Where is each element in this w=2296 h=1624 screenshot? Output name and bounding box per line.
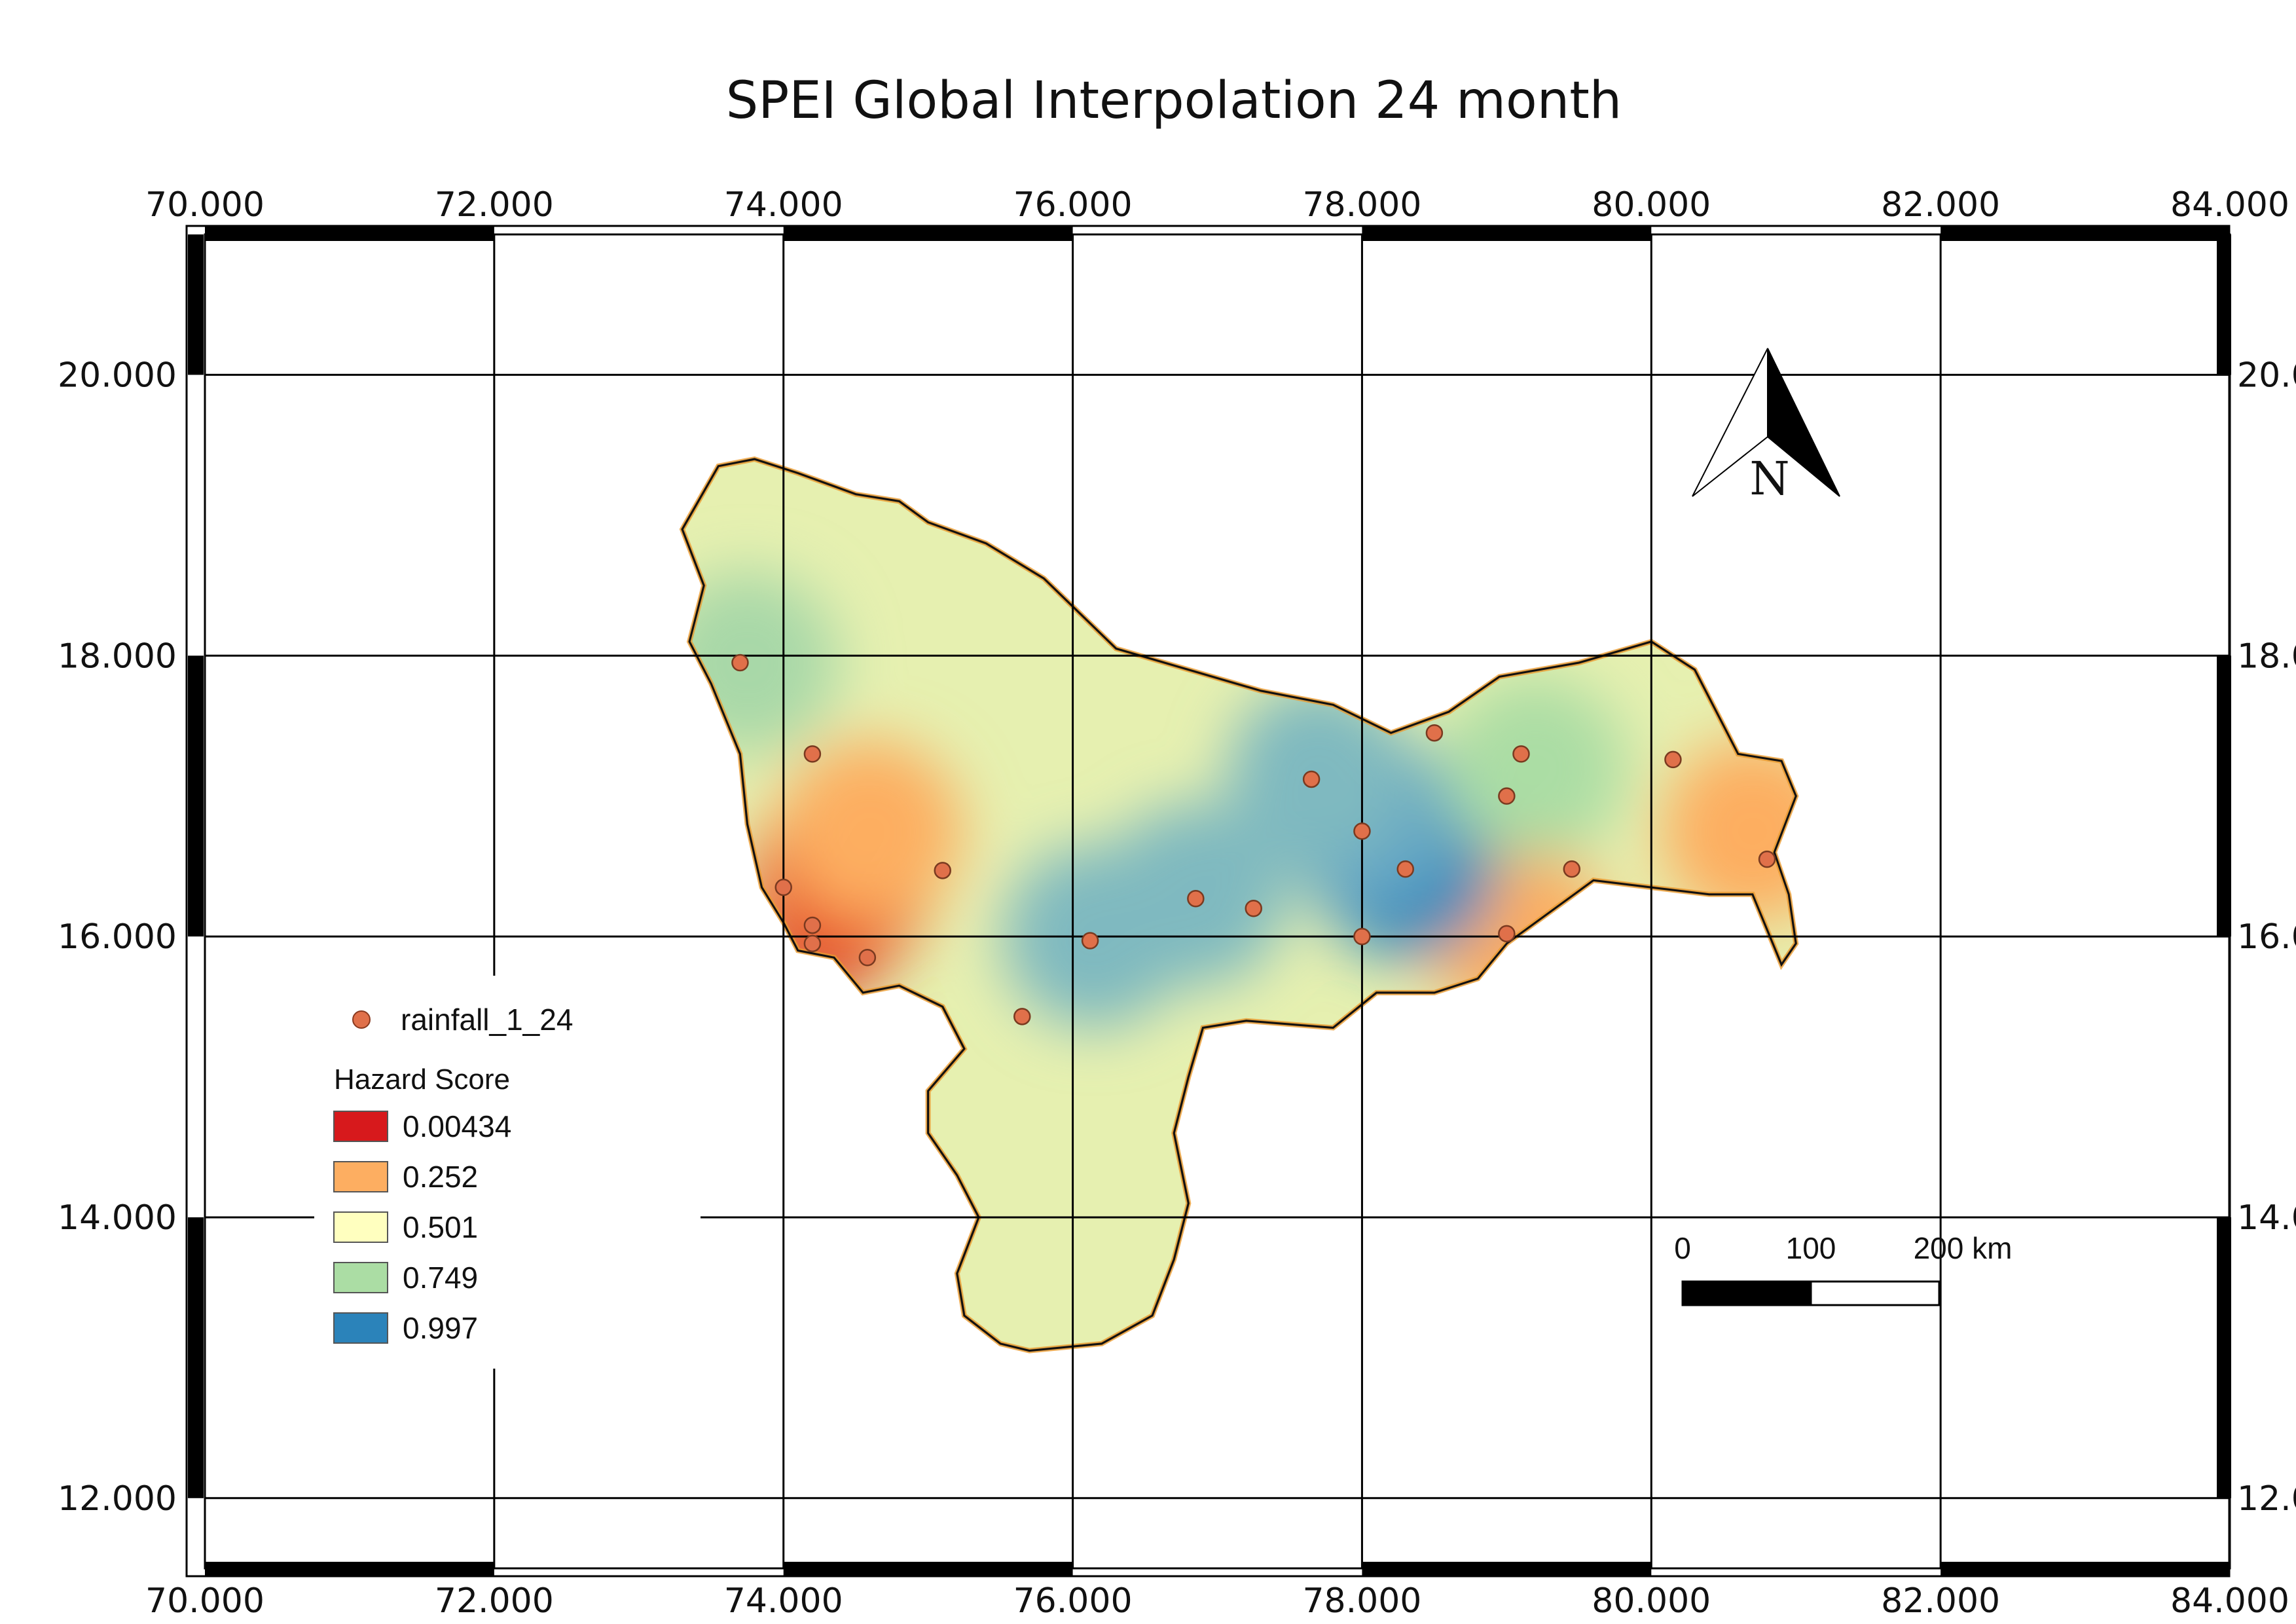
border-bar-right-0: [2217, 234, 2231, 375]
north-arrow-icon: N: [1692, 348, 1840, 506]
frame-border-bars: [188, 227, 2231, 1576]
lon-label-top-74: 74.000: [724, 185, 843, 225]
north-arrow-label: N: [1749, 452, 1789, 506]
rainfall-point-13: [1396, 860, 1414, 878]
legend-class-label-3: 0.749: [403, 1261, 478, 1295]
lon-label-bottom-70: 70.000: [145, 1581, 264, 1621]
border-bar-top-4: [1362, 227, 1652, 241]
legend-point-symbol: [352, 1010, 371, 1029]
scale-bar-black: [1681, 1280, 1812, 1306]
border-bar-right-4: [2217, 1217, 2231, 1498]
rainfall-point-4: [803, 934, 822, 953]
rainfall-point-8: [1081, 932, 1099, 950]
lon-label-bottom-84: 84.000: [2170, 1581, 2289, 1621]
lon-label-bottom-74: 74.000: [724, 1581, 843, 1621]
rainfall-point-5: [858, 949, 877, 967]
lat-label-right-16: 16.0: [2237, 917, 2296, 957]
legend-swatch-3: [333, 1262, 388, 1293]
rainfall-point-2: [774, 878, 792, 896]
lon-label-bottom-78: 78.000: [1302, 1581, 1421, 1621]
legend-classes: 0.00434 0.252 0.501 0.749 0.997: [333, 1109, 511, 1345]
lon-label-top-76: 76.000: [1013, 185, 1133, 225]
rainfall-point-0: [731, 654, 749, 672]
legend-swatch-4: [333, 1312, 388, 1344]
rainfall-point-10: [1245, 899, 1262, 917]
rainfall-point-1: [803, 745, 822, 763]
legend-swatch-2: [333, 1211, 388, 1243]
border-bar-bottom-2: [783, 1562, 1073, 1576]
scale-label-0: 0: [1674, 1231, 1691, 1265]
lon-label-top-80: 80.000: [1592, 185, 1711, 225]
border-bar-right-2: [2217, 655, 2231, 937]
rainfall-point-18: [1563, 860, 1581, 878]
scale-label-200: 200 km: [1914, 1231, 2013, 1265]
raster-hotspot-3: [1660, 739, 1796, 923]
legend-class-label-1: 0.252: [403, 1160, 478, 1194]
legend-heading: Hazard Score: [334, 1063, 510, 1096]
border-bar-top-2: [783, 227, 1073, 241]
legend: rainfall_1_24 Hazard Score 0.004340.2520…: [333, 1003, 573, 1345]
legend-class-label-4: 0.997: [403, 1311, 478, 1345]
legend-class-label-2: 0.501: [403, 1210, 478, 1244]
rainfall-point-19: [1498, 925, 1516, 943]
rainfall-point-17: [1512, 745, 1530, 763]
lon-label-bottom-80: 80.000: [1592, 1581, 1711, 1621]
border-bar-bottom-0: [205, 1562, 494, 1576]
lon-label-top-78: 78.000: [1302, 185, 1421, 225]
lon-label-top-82: 82.000: [1881, 185, 2000, 225]
rainfall-point-12: [1353, 822, 1371, 840]
border-bar-left-4: [188, 1217, 204, 1498]
lon-label-bottom-72: 72.000: [435, 1581, 554, 1621]
raster-hotspot-10: [1444, 676, 1628, 860]
lat-label-right-18: 18.0: [2237, 637, 2296, 676]
legend-swatch-0: [333, 1111, 388, 1142]
border-bar-top-6: [1941, 227, 2230, 241]
scale-label-100: 100: [1786, 1231, 1836, 1265]
legend-class-label-0: 0.00434: [403, 1109, 511, 1143]
rainfall-point-20: [1664, 750, 1682, 769]
lat-label-right-14: 14.0: [2237, 1198, 2296, 1238]
border-bar-bottom-6: [1941, 1562, 2230, 1576]
rainfall-points: [731, 654, 1776, 1025]
coordinate-labels: 70.000 70.000 72.000 72.000 74.000 74.000 76.0…: [58, 185, 2296, 1621]
legend-point-label: rainfall_1_24: [401, 1003, 573, 1037]
border-bar-bottom-4: [1362, 1562, 1652, 1576]
rainfall-point-11: [1302, 770, 1321, 788]
border-bar-bottom-end: [2181, 1562, 2230, 1576]
lon-label-top-72: 72.000: [435, 185, 554, 225]
lon-label-top-70: 70.000: [145, 185, 264, 225]
rainfall-point-7: [1013, 1008, 1031, 1025]
rainfall-point-16: [1498, 787, 1516, 805]
rainfall-point-14: [1353, 927, 1371, 946]
lat-label-left-12: 12.000: [58, 1479, 177, 1519]
lat-label-left-16: 16.000: [58, 917, 177, 957]
rainfall-point-21: [1758, 850, 1776, 868]
rainfall-point-3: [803, 916, 822, 934]
rainfall-point-6: [934, 862, 951, 879]
region-boundary-dark: [681, 458, 1797, 1352]
rainfall-point-15: [1425, 724, 1444, 742]
lat-label-left-20: 20.000: [58, 356, 177, 395]
lon-label-bottom-82: 82.000: [1881, 1581, 2000, 1621]
border-bar-left-0: [188, 234, 204, 375]
map-title: SPEI Global Interpolation 24 month: [726, 71, 1622, 130]
lat-label-left-18: 18.000: [58, 637, 177, 676]
lat-label-left-14: 14.000: [58, 1198, 177, 1238]
legend-swatch-1: [333, 1161, 388, 1192]
lat-label-right-20: 20.0: [2237, 356, 2296, 395]
border-bar-top-0: [205, 227, 494, 241]
raster-hotspot-2: [778, 739, 962, 923]
lat-label-right-12: 12.0: [2237, 1479, 2296, 1519]
border-bar-left-2: [188, 655, 204, 937]
scale-bar-white: [1810, 1280, 1941, 1306]
scale-bar: 0 100 200 km: [1674, 1231, 2013, 1306]
lon-label-top-84: 84.000: [2170, 185, 2289, 225]
rainfall-point-9: [1187, 889, 1205, 908]
lon-label-bottom-76: 76.000: [1013, 1581, 1133, 1621]
